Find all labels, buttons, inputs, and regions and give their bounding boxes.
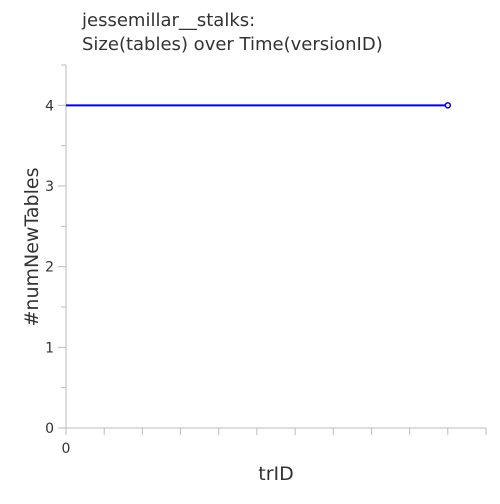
x-tick-label: 0 bbox=[62, 441, 71, 457]
y-tick-label: 3 bbox=[45, 179, 54, 195]
x-axis-label: trID bbox=[258, 463, 294, 485]
chart-title-line-2: Size(tables) over Time(versionID) bbox=[82, 34, 383, 55]
axes bbox=[65, 65, 486, 429]
series-point bbox=[444, 102, 452, 109]
y-tick-label: 0 bbox=[45, 421, 54, 437]
y-tick-label: 2 bbox=[45, 260, 54, 276]
y-tick-label: 1 bbox=[45, 340, 54, 356]
y-tick-label: 4 bbox=[45, 98, 54, 114]
series bbox=[66, 102, 452, 109]
y-axis-label: #numNewTables bbox=[21, 168, 43, 327]
chart-title-line-1: jessemillar__stalks: bbox=[81, 10, 255, 31]
ticks: 0 1 2 3 4 0 bbox=[45, 64, 487, 457]
